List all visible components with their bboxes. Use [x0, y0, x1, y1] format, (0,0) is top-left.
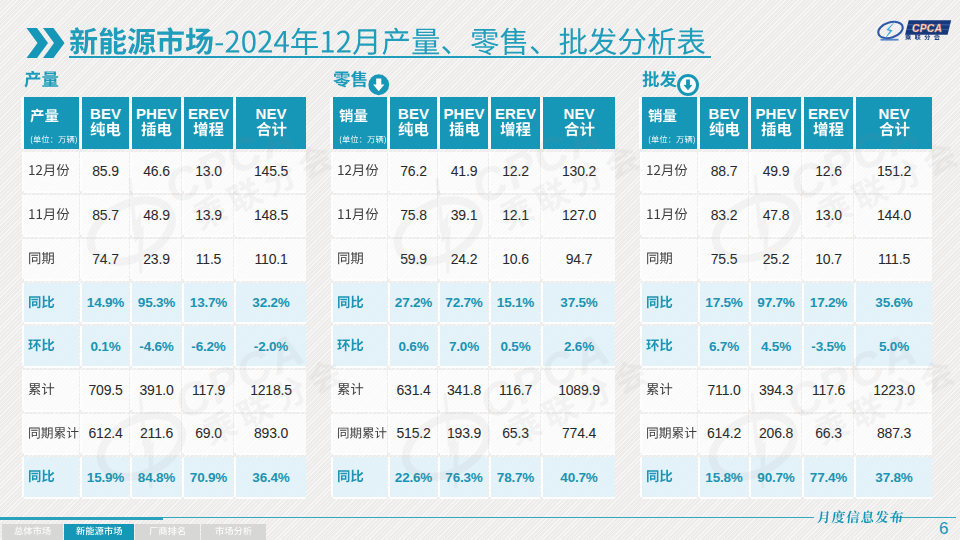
- svg-text:CPCA: CPCA: [912, 23, 942, 34]
